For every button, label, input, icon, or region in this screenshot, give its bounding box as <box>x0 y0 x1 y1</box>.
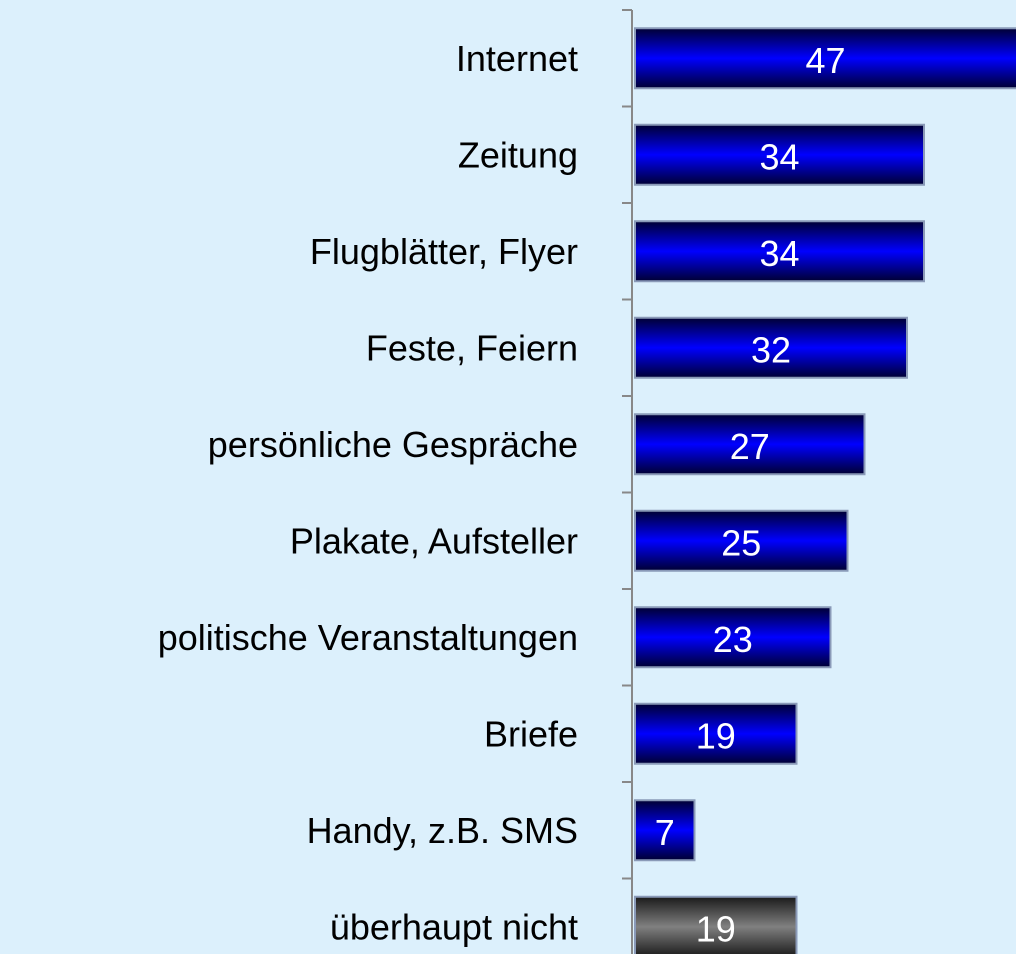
category-label: Feste, Feiern <box>366 327 578 368</box>
bar <box>634 509 849 572</box>
bar <box>634 220 925 283</box>
bar <box>634 606 832 669</box>
category-label: Flugblätter, Flyer <box>310 231 578 272</box>
value-label: 47 <box>805 40 845 81</box>
value-label: 34 <box>759 136 799 177</box>
bar <box>634 27 1016 90</box>
bar <box>634 316 908 379</box>
value-label: 7 <box>655 812 675 853</box>
category-label: politische Veranstaltungen <box>158 617 578 658</box>
value-label: 23 <box>713 619 753 660</box>
bar <box>634 413 866 476</box>
category-label: Internet <box>456 38 578 79</box>
category-label: Handy, z.B. SMS <box>307 810 578 851</box>
category-label: persönliche Gespräche <box>208 424 578 465</box>
value-label: 32 <box>751 329 791 370</box>
bar <box>634 799 696 862</box>
category-label: Zeitung <box>458 134 578 175</box>
bar <box>634 123 925 186</box>
bar <box>634 895 798 954</box>
value-label: 25 <box>721 522 761 563</box>
value-label: 19 <box>696 908 736 949</box>
value-label: 34 <box>759 233 799 274</box>
category-label: überhaupt nicht <box>330 906 578 947</box>
category-label: Plakate, Aufsteller <box>290 520 578 561</box>
category-label: Briefe <box>484 713 578 754</box>
value-label: 27 <box>730 426 770 467</box>
value-label: 19 <box>696 715 736 756</box>
bar <box>634 702 798 765</box>
